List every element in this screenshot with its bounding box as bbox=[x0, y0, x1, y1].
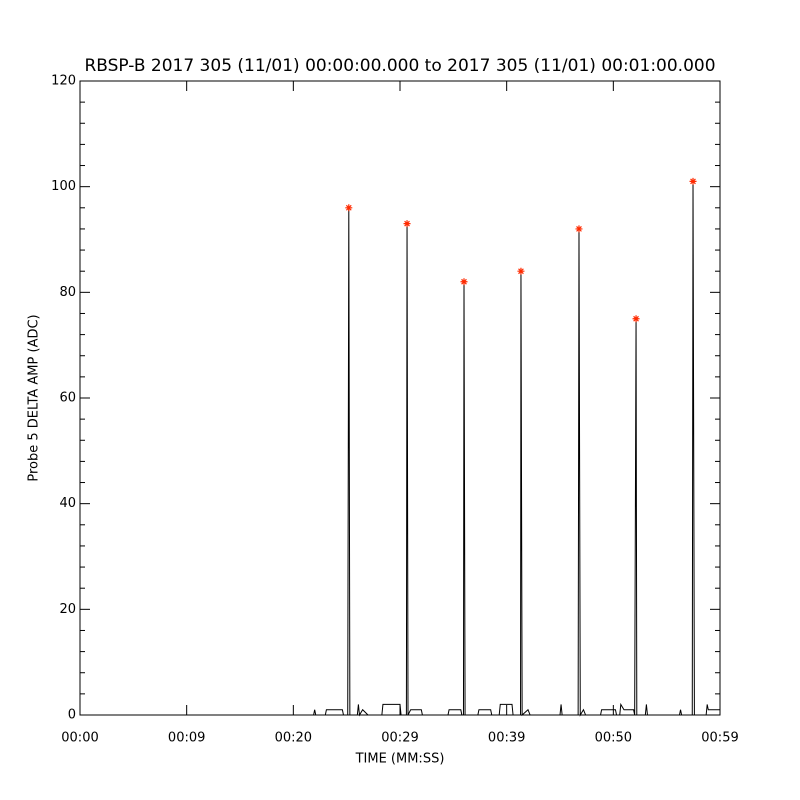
peak-marker bbox=[517, 267, 525, 275]
y-tick-label: 80 bbox=[59, 285, 76, 300]
x-tick-label: 00:59 bbox=[701, 731, 738, 746]
y-tick-label: 100 bbox=[51, 179, 76, 194]
y-tick-label: 20 bbox=[59, 602, 76, 617]
x-tick-label: 00:39 bbox=[488, 731, 525, 746]
y-tick-label: 0 bbox=[68, 708, 76, 723]
peak-marker bbox=[689, 177, 697, 185]
peak-marker bbox=[575, 225, 583, 233]
y-tick-label: 60 bbox=[59, 391, 76, 406]
peak-marker bbox=[460, 278, 468, 286]
plot-frame bbox=[79, 80, 721, 716]
x-tick-label: 00:00 bbox=[61, 731, 98, 746]
x-tick-label: 00:29 bbox=[381, 731, 418, 746]
x-axis-label: TIME (MM:SS) bbox=[355, 752, 445, 767]
y-tick-label: 40 bbox=[59, 496, 76, 511]
x-tick-label: 00:20 bbox=[275, 731, 312, 746]
chart-title: RBSP-B 2017 305 (11/01) 00:00:00.000 to … bbox=[84, 56, 715, 76]
y-axis-label: Probe 5 DELTA AMP (ADC) bbox=[27, 314, 42, 481]
data-line bbox=[80, 181, 720, 717]
peak-marker bbox=[345, 204, 353, 212]
peak-marker bbox=[632, 315, 640, 323]
x-tick-label: 00:50 bbox=[595, 731, 632, 746]
y-tick-label: 120 bbox=[51, 74, 76, 89]
x-tick-label: 00:09 bbox=[168, 731, 205, 746]
peak-marker bbox=[403, 220, 411, 228]
